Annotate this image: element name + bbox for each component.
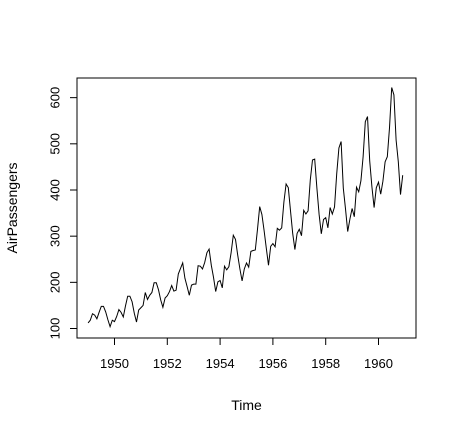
plot-frame [76,77,417,339]
y-axis-label: AirPassengers [4,162,20,253]
series-line [87,87,404,329]
y-axis: 100 200 300 400 500 600 [48,87,78,340]
y-tick-label: 200 [48,271,63,293]
y-tick-label: 100 [48,318,63,340]
x-tick-label: 1954 [206,356,235,371]
x-tick-label: 1950 [100,356,129,371]
y-tick-label: 400 [48,179,63,201]
x-tick-label: 1956 [258,356,287,371]
x-axis-label: Time [231,397,262,413]
x-tick-label: 1960 [364,356,393,371]
y-tick-label: 300 [48,225,63,247]
y-tick-label: 600 [48,87,63,109]
x-tick-label: 1958 [311,356,340,371]
x-tick-label: 1952 [153,356,182,371]
x-axis: 1950 1952 1954 1956 1958 1960 [100,337,393,371]
y-tick-label: 500 [48,133,63,155]
